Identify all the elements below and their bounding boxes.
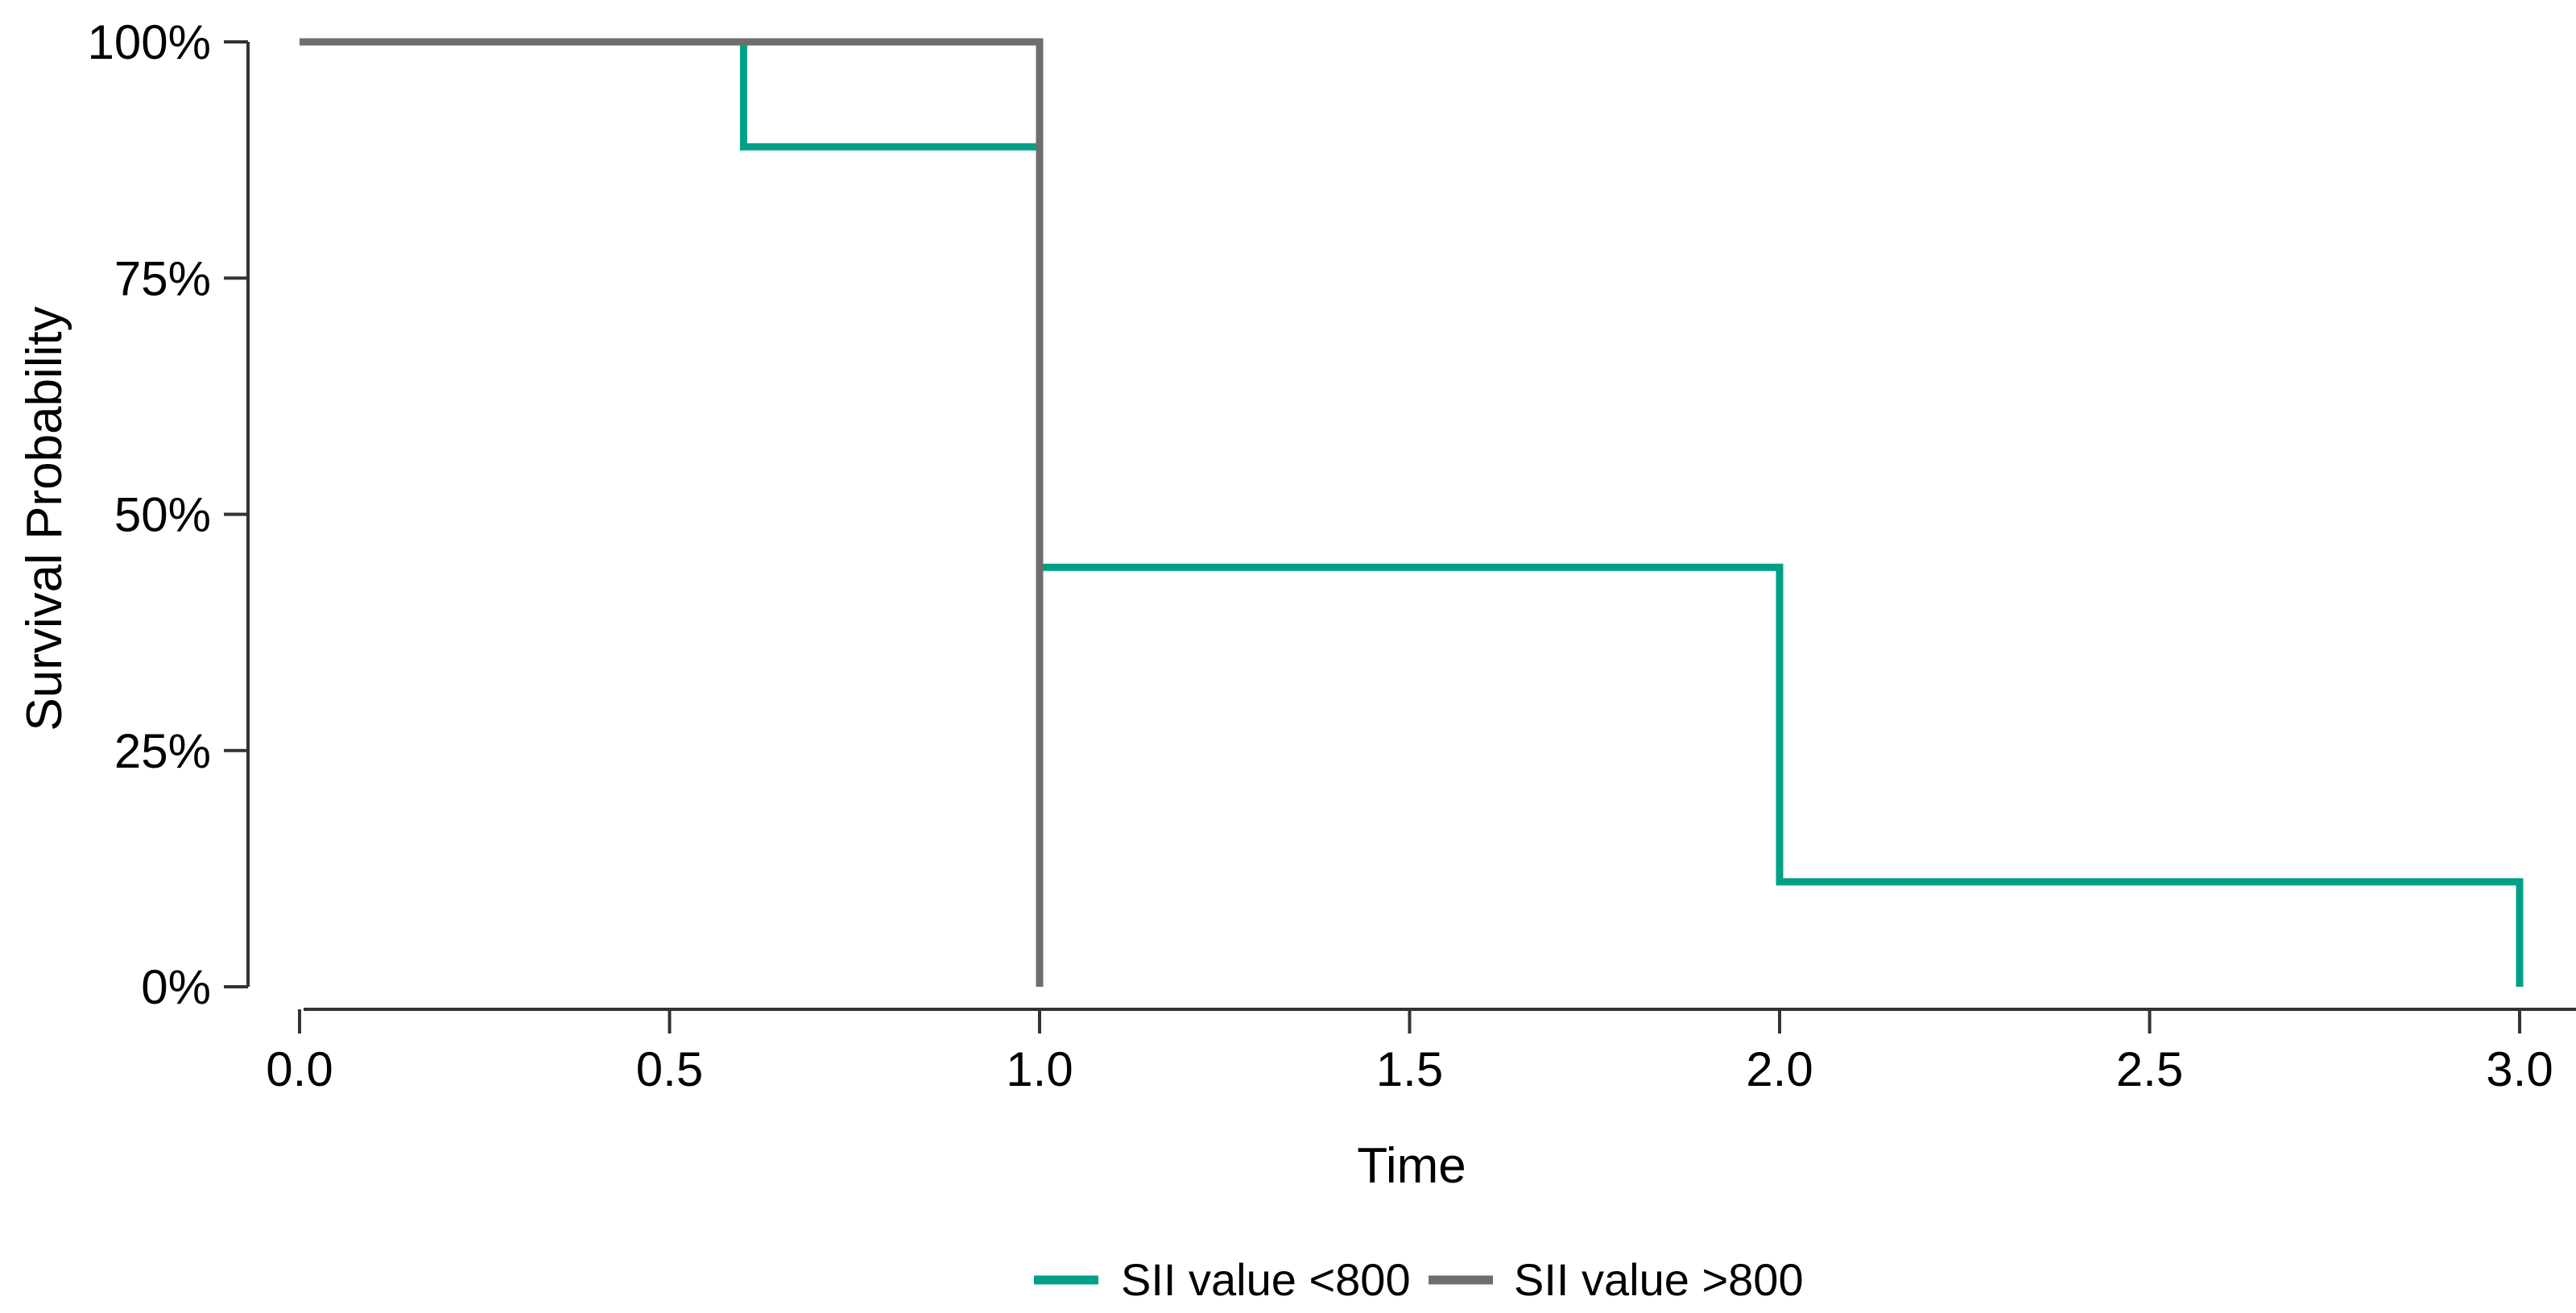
axes — [246, 42, 2576, 1011]
x-tick-label: 0.5 — [636, 1042, 703, 1096]
y-tick-label: 100% — [88, 15, 211, 69]
legend-item-label: SII value >800 — [1514, 1254, 1804, 1305]
km-curve-sii-value-lt-800 — [300, 38, 2524, 987]
legend-item: SII value >800 — [1429, 1254, 1804, 1305]
y-tick-label: 25% — [114, 724, 211, 778]
km-curve-sii-value-gt-800 — [300, 38, 1044, 987]
x-tick-label: 2.0 — [1746, 1042, 1813, 1096]
x-axis-title: Time — [1357, 1138, 1466, 1194]
y-tick-label: 50% — [114, 488, 211, 542]
x-axis-ticks: 0.0 0.5 1.0 1.5 2.0 2.5 3.0 — [266, 1009, 2553, 1096]
y-tick-label: 75% — [114, 251, 211, 305]
y-axis-ticks: 100% 75% 50% 25% 0% — [88, 15, 248, 1014]
survival-curves — [300, 38, 2524, 987]
x-tick-label: 0.0 — [266, 1042, 333, 1096]
x-tick-label: 2.5 — [2116, 1042, 2183, 1096]
x-tick-label: 3.0 — [2486, 1042, 2553, 1096]
x-tick-label: 1.5 — [1376, 1042, 1443, 1096]
legend-item-label: SII value <800 — [1121, 1254, 1411, 1305]
x-tick-label: 1.0 — [1006, 1042, 1073, 1096]
y-axis-title: Survival Probability — [17, 306, 72, 731]
legend-item: SII value <800 — [1034, 1254, 1411, 1305]
y-tick-label: 0% — [141, 960, 211, 1014]
legend: SII value <800 SII value >800 — [1034, 1254, 1804, 1305]
